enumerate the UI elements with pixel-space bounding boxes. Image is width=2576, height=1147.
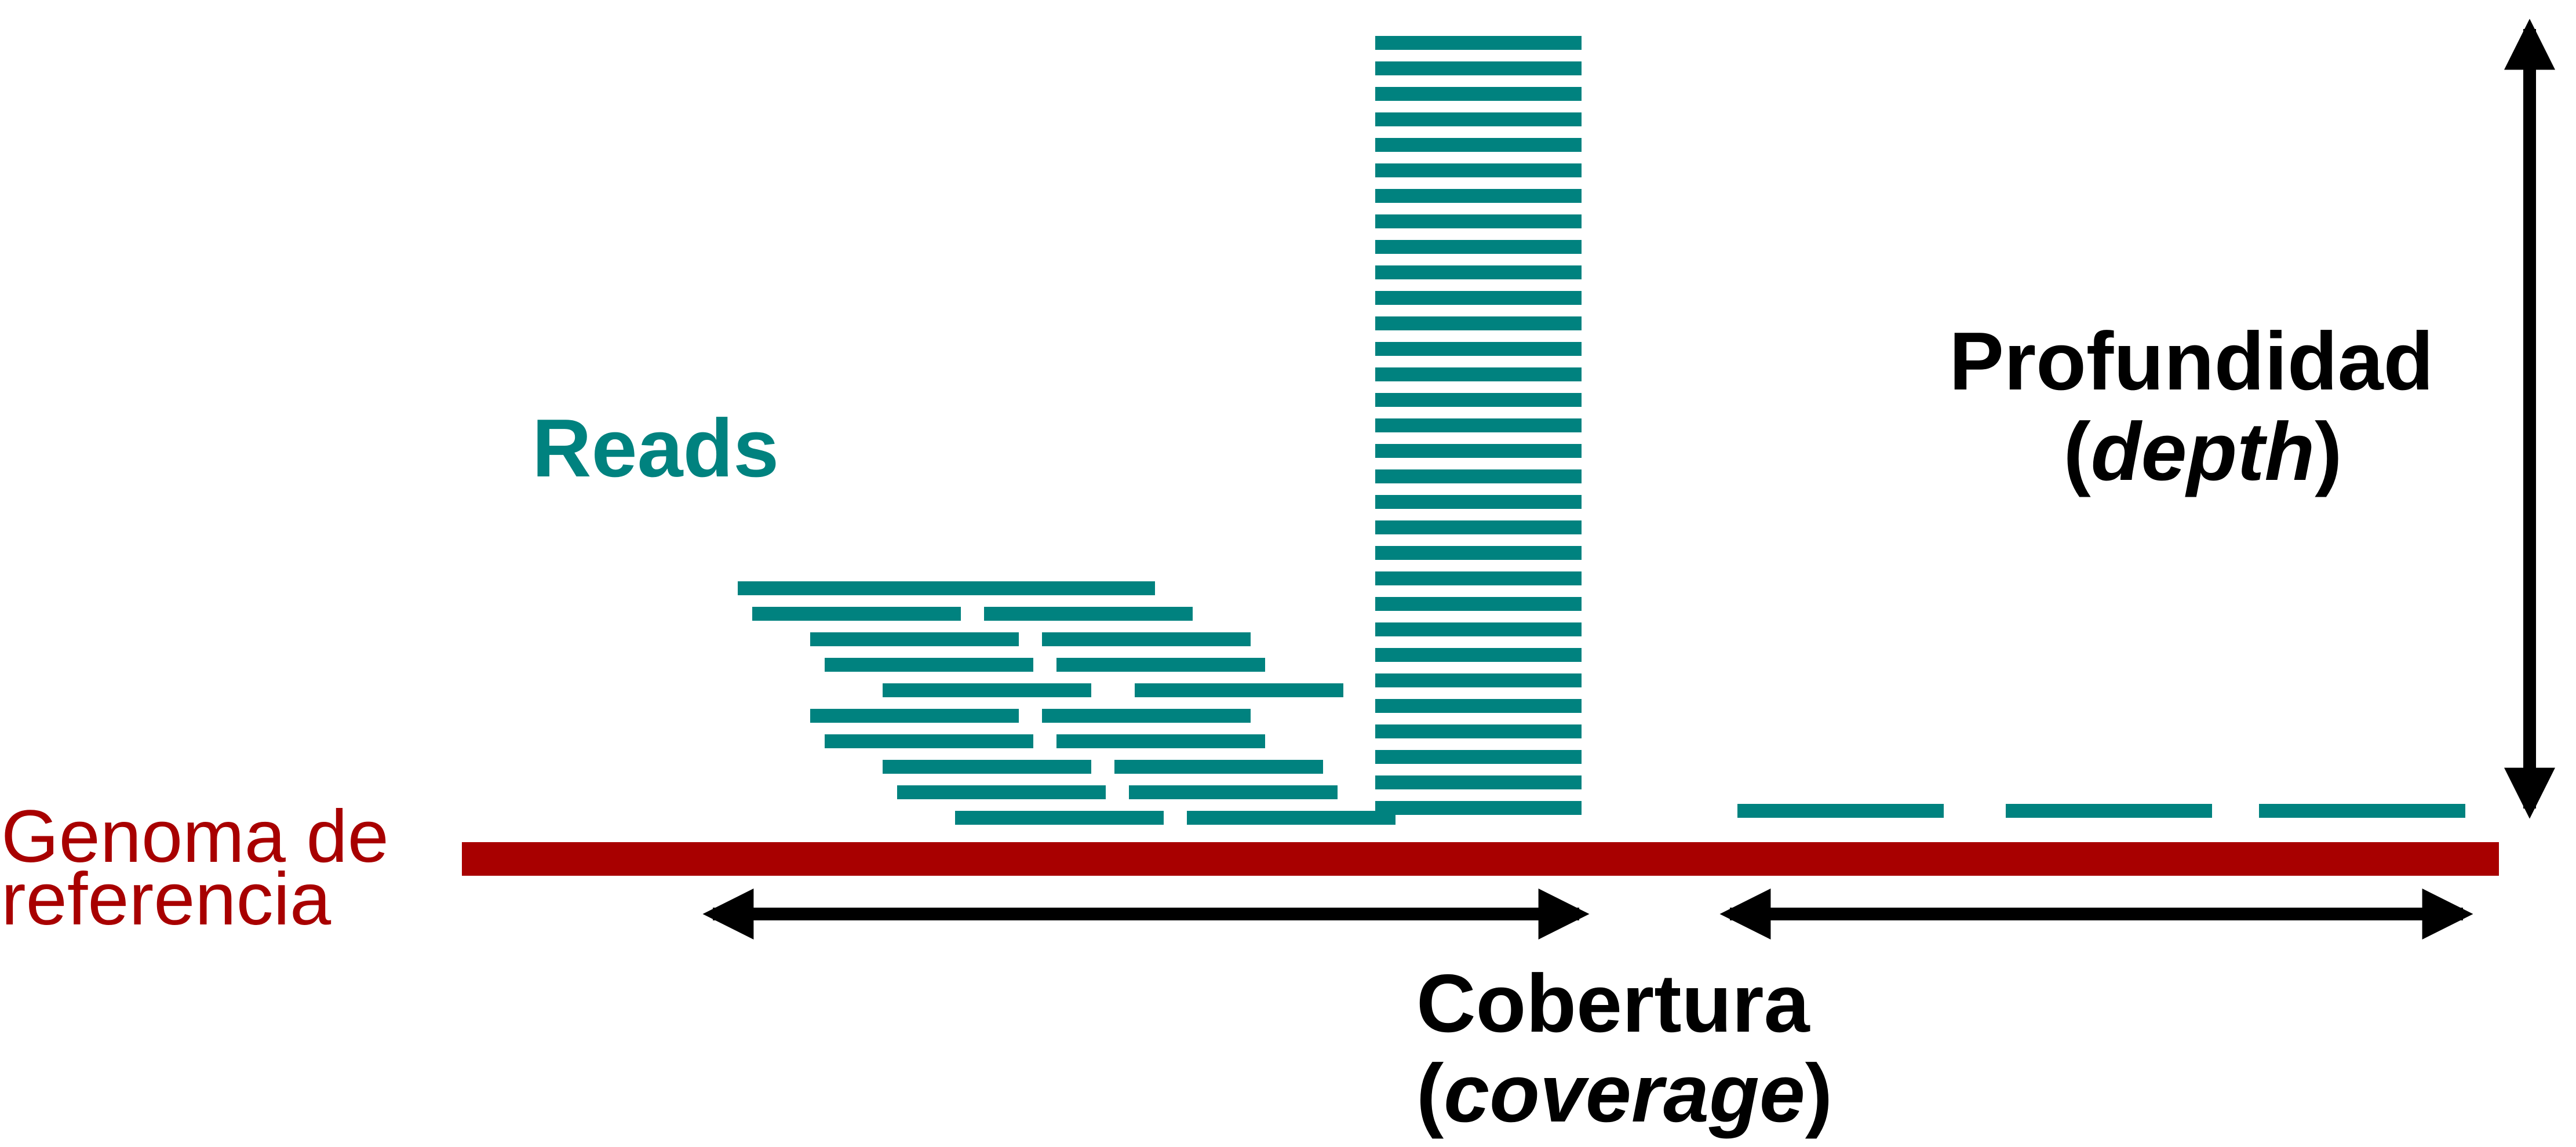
reads-group <box>738 36 2465 825</box>
read-bar <box>1375 418 1582 432</box>
read-bar <box>810 632 1019 646</box>
read-bar <box>1375 724 1582 738</box>
read-bar <box>1114 760 1323 774</box>
read-bar <box>1375 291 1582 305</box>
coverage-label-term-line: (coverage) <box>1416 1047 1832 1139</box>
read-bar <box>810 709 1019 723</box>
coverage-label: Cobertura (coverage) <box>1416 957 1832 1139</box>
reference-genome-label-line2: referencia <box>1 858 331 941</box>
read-bar <box>1375 495 1582 509</box>
read-bar <box>1375 469 1582 483</box>
depth-label-word: Profundidad <box>1949 315 2433 407</box>
depth-term: depth <box>2091 406 2315 498</box>
read-bar <box>1375 61 1582 75</box>
read-bar <box>1375 87 1582 101</box>
read-bar <box>2259 804 2465 818</box>
read-bar <box>883 760 1091 774</box>
read-bar <box>1375 163 1582 177</box>
read-bar <box>1375 316 1582 330</box>
read-bar <box>1375 801 1582 815</box>
read-bar <box>1375 750 1582 764</box>
read-bar <box>752 607 961 621</box>
read-bar <box>1375 520 1582 534</box>
read-bar <box>946 581 1155 595</box>
reads-label: Reads <box>532 402 779 494</box>
read-bar <box>2006 804 2212 818</box>
read-bar <box>1056 658 1265 672</box>
read-bar <box>1042 709 1251 723</box>
read-bar <box>1375 444 1582 458</box>
read-bar <box>738 581 946 595</box>
reference-genome-label-line1: Genoma de <box>1 795 389 878</box>
read-bar <box>1375 138 1582 152</box>
read-bar <box>1375 342 1582 356</box>
read-bar <box>1737 804 1944 818</box>
read-bar <box>1375 367 1582 381</box>
read-bar <box>955 811 1164 825</box>
read-bar <box>1375 393 1582 407</box>
read-bar <box>1375 214 1582 228</box>
read-bar <box>1056 734 1265 748</box>
read-bar <box>1375 112 1582 126</box>
read-bar <box>825 658 1033 672</box>
read-bar <box>1375 648 1582 662</box>
read-bar <box>1375 673 1582 687</box>
coverage-label-word: Cobertura <box>1416 957 1810 1050</box>
read-bar <box>1375 265 1582 279</box>
read-bar <box>1375 622 1582 636</box>
read-bar <box>1375 36 1582 50</box>
depth-label: Profundidad (depth) <box>1949 315 2457 498</box>
read-bar <box>1135 683 1343 697</box>
read-bar <box>1375 597 1582 611</box>
depth-label-term-line: (depth) <box>2063 406 2342 498</box>
read-bar <box>1375 571 1582 585</box>
reference-genome-bar <box>462 842 2499 876</box>
read-bar <box>883 683 1091 697</box>
read-bar <box>1375 699 1582 713</box>
read-bar <box>825 734 1033 748</box>
reference-genome-label: Genoma de referencia <box>1 795 409 941</box>
read-bar <box>1129 785 1338 799</box>
read-bar <box>1187 811 1396 825</box>
read-bar <box>1375 189 1582 203</box>
read-bar <box>1375 546 1582 560</box>
read-bar <box>1042 632 1251 646</box>
read-bar <box>897 785 1106 799</box>
coverage-term: coverage <box>1444 1047 1805 1139</box>
read-bar <box>1375 240 1582 254</box>
read-bar <box>984 607 1193 621</box>
read-bar <box>1375 775 1582 789</box>
